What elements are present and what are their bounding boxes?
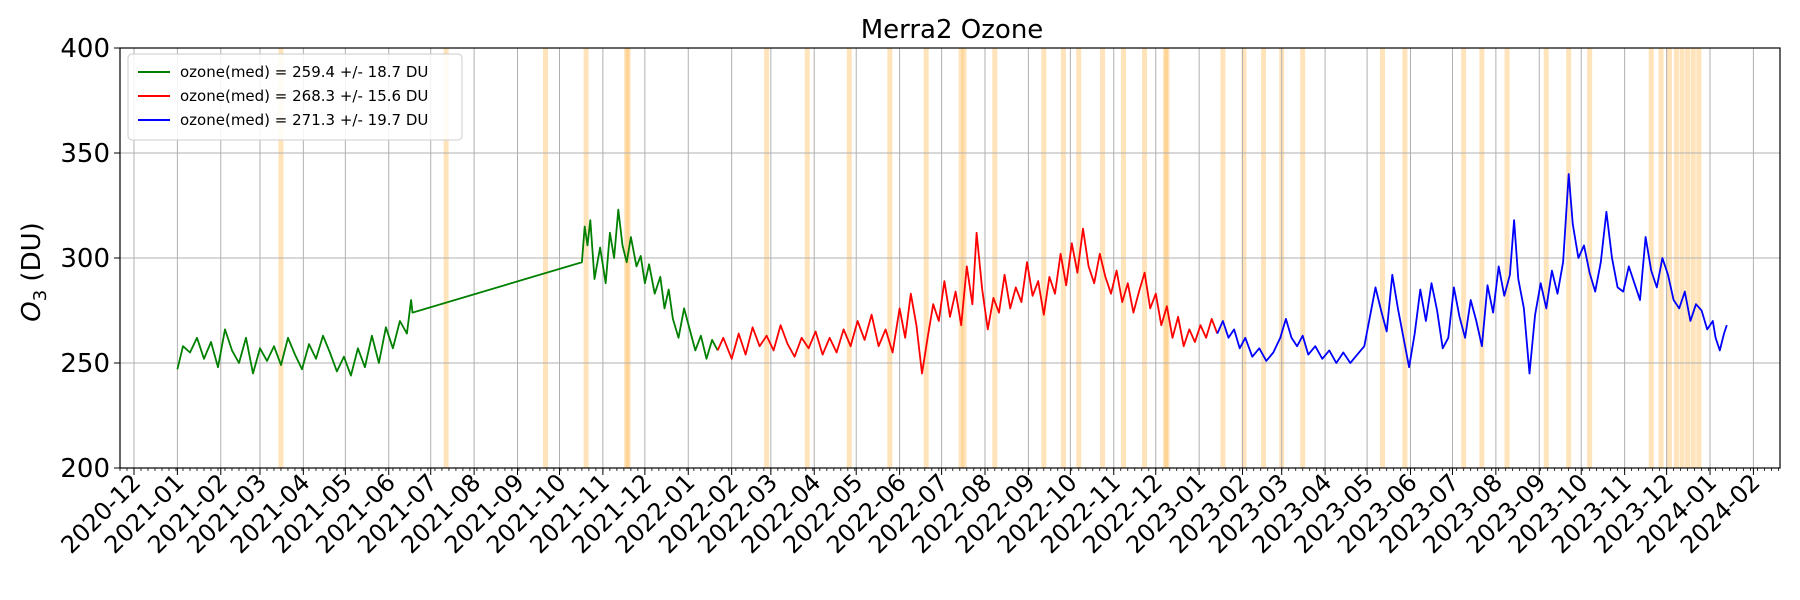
- series-line-0: [176, 208, 719, 377]
- y-axis-label: O3 (DU): [17, 222, 51, 322]
- y-tick-label-4: 400: [60, 34, 110, 64]
- series-line-1: [716, 227, 1219, 375]
- y-tick-label-2: 300: [60, 244, 110, 274]
- series-line-2: [1216, 173, 1728, 375]
- legend-entry-1: ozone(med) = 268.3 +/- 15.6 DU: [180, 87, 428, 105]
- legend-entry-0: ozone(med) = 259.4 +/- 18.7 DU: [180, 63, 428, 81]
- y-tick-label-0: 200: [60, 454, 110, 484]
- legend-entry-2: ozone(med) = 271.3 +/- 19.7 DU: [180, 111, 428, 129]
- y-axis-label-sub: 3: [30, 290, 51, 301]
- series-group: [176, 173, 1728, 377]
- chart-title: Merra2 Ozone: [861, 15, 1044, 45]
- y-tick-label-1: 250: [60, 349, 110, 379]
- legend: ozone(med) = 259.4 +/- 18.7 DU ozone(med)…: [127, 53, 463, 141]
- legend-box: [127, 53, 463, 141]
- y-tick-label-3: 350: [60, 139, 110, 169]
- y-axis-label-rest: (DU): [17, 222, 47, 290]
- y-axis-label-main: O: [17, 301, 47, 321]
